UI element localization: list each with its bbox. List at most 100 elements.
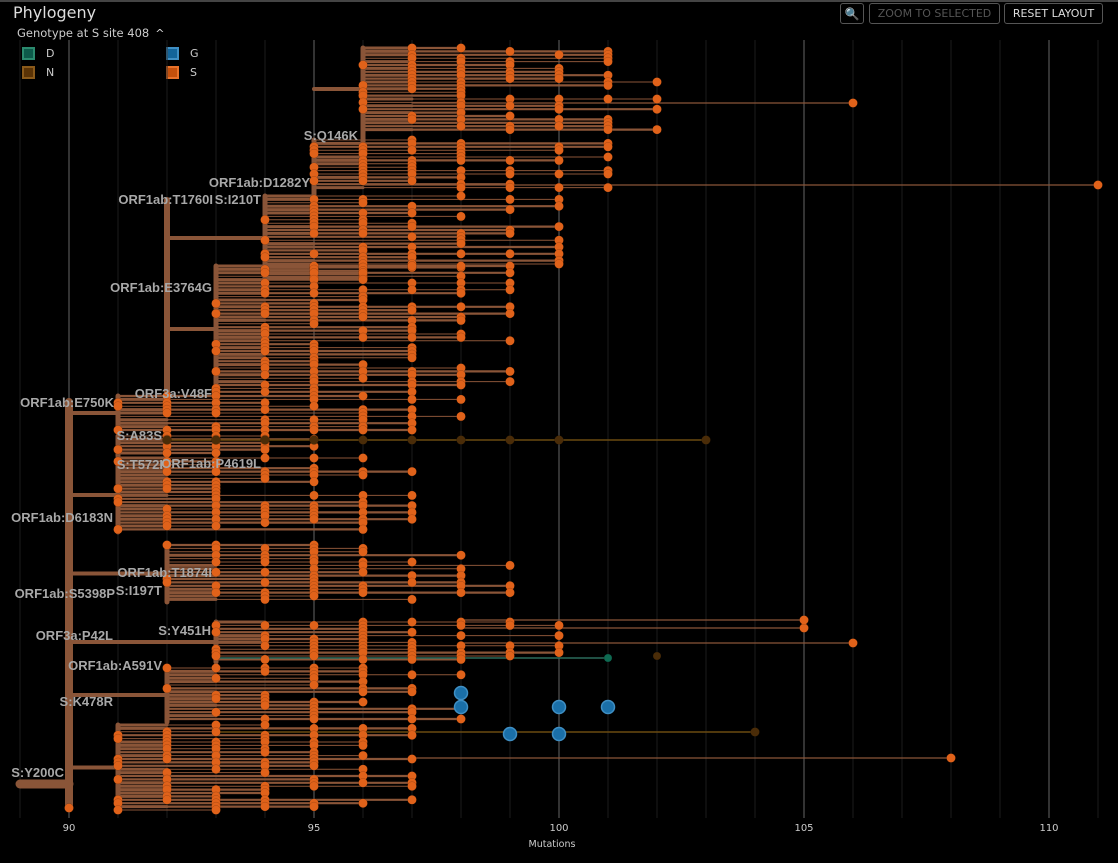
tip-node[interactable]: [309, 435, 319, 445]
tip-node-g[interactable]: [600, 699, 616, 715]
tip-node[interactable]: [358, 750, 368, 761]
tip-node[interactable]: [407, 466, 417, 477]
tip-node[interactable]: [162, 663, 172, 673]
tip-node[interactable]: [456, 155, 466, 166]
tip-node[interactable]: [260, 620, 270, 631]
tip-node[interactable]: [260, 720, 270, 730]
tip-node[interactable]: [407, 84, 417, 94]
tip-node[interactable]: [358, 654, 368, 665]
clade-label[interactable]: S:Y200C: [11, 765, 64, 780]
tip-node[interactable]: [260, 435, 270, 445]
tip-node[interactable]: [554, 620, 564, 631]
clade-label[interactable]: S:A83S: [116, 428, 162, 443]
clade-label[interactable]: S:K478R: [60, 694, 114, 709]
tip-node[interactable]: [407, 754, 417, 764]
tip-node[interactable]: [554, 182, 564, 193]
tip-node[interactable]: [211, 557, 221, 567]
tip-node[interactable]: [260, 517, 270, 528]
tip-node[interactable]: [358, 104, 368, 114]
tip-node[interactable]: [554, 73, 564, 84]
tip-node[interactable]: [848, 98, 858, 108]
tip-node[interactable]: [260, 404, 270, 415]
tip-node[interactable]: [505, 285, 515, 295]
clade-label[interactable]: S:Q146K: [304, 128, 359, 143]
tip-node[interactable]: [358, 176, 368, 186]
tip-node[interactable]: [260, 654, 270, 665]
tip-node[interactable]: [407, 514, 417, 524]
tip-node[interactable]: [211, 308, 221, 319]
tip-node[interactable]: [211, 346, 221, 356]
tip-node[interactable]: [260, 308, 270, 319]
tip-node[interactable]: [554, 630, 564, 641]
tip-node[interactable]: [358, 798, 368, 808]
tip-node[interactable]: [456, 394, 466, 405]
tip-node[interactable]: [162, 408, 172, 418]
tip-node[interactable]: [456, 380, 466, 390]
clade-label[interactable]: S:I210T: [215, 192, 261, 207]
tip-node[interactable]: [554, 647, 564, 658]
tip-node[interactable]: [603, 182, 613, 193]
tip-node[interactable]: [162, 466, 172, 477]
legend-item-n[interactable]: N: [22, 66, 54, 79]
tip-node[interactable]: [554, 155, 564, 166]
tip-node[interactable]: [211, 567, 221, 577]
tip-node[interactable]: [799, 623, 809, 633]
tip-node[interactable]: [554, 169, 564, 179]
tip-node[interactable]: [358, 697, 368, 707]
tip-node[interactable]: [211, 298, 221, 309]
tip-node[interactable]: [113, 524, 123, 535]
tip-node[interactable]: [505, 435, 515, 445]
clade-label[interactable]: ORF3a:V48F: [135, 386, 212, 401]
tip-node-g[interactable]: [453, 685, 469, 701]
tip-node[interactable]: [162, 754, 172, 764]
tip-node[interactable]: [407, 670, 417, 680]
tip-node[interactable]: [407, 221, 417, 232]
tip-node[interactable]: [260, 215, 270, 225]
tip-node[interactable]: [358, 425, 368, 435]
tip-node[interactable]: [309, 490, 319, 501]
tip-node[interactable]: [358, 740, 368, 751]
tip-node[interactable]: [456, 211, 466, 222]
tip-node-g[interactable]: [551, 699, 567, 715]
tree-tips[interactable]: [64, 43, 1103, 815]
tip-node[interactable]: [113, 456, 123, 467]
tip-node[interactable]: [309, 228, 319, 239]
clade-label[interactable]: ORF1ab:P4619L: [161, 456, 261, 471]
tip-node[interactable]: [505, 182, 515, 193]
tip-node[interactable]: [652, 77, 662, 87]
tip-node[interactable]: [162, 521, 172, 531]
tip-node[interactable]: [260, 767, 270, 778]
tip-node[interactable]: [309, 620, 319, 631]
tip-node[interactable]: [456, 411, 466, 422]
tip-node[interactable]: [505, 587, 515, 598]
clade-label[interactable]: ORF3a:P42L: [36, 628, 113, 643]
tip-node[interactable]: [113, 761, 123, 771]
tip-node[interactable]: [309, 401, 319, 411]
tip-node[interactable]: [456, 302, 466, 312]
tip-node[interactable]: [505, 101, 515, 111]
tip-node[interactable]: [260, 268, 270, 278]
tip-node[interactable]: [505, 366, 515, 377]
tip-node[interactable]: [113, 425, 123, 435]
tip-node[interactable]: [211, 693, 221, 704]
tip-node[interactable]: [554, 121, 564, 131]
tip-node[interactable]: [358, 274, 368, 285]
tip-node[interactable]: [260, 252, 270, 262]
legend-item-d[interactable]: D: [22, 47, 54, 60]
tip-node[interactable]: [358, 373, 368, 383]
tip-node[interactable]: [309, 148, 319, 159]
zoom-to-selected-button[interactable]: ZOOM TO SELECTED: [869, 3, 1000, 24]
clade-label[interactable]: ORF1ab:E3764G: [110, 280, 212, 295]
tip-node[interactable]: [211, 651, 221, 661]
tip-node[interactable]: [848, 638, 858, 648]
tip-node[interactable]: [407, 654, 417, 665]
tip-node[interactable]: [358, 687, 368, 697]
tip-node[interactable]: [407, 114, 417, 125]
zoom-out-button[interactable]: 🔍: [840, 3, 864, 24]
tip-node[interactable]: [652, 124, 662, 135]
tip-node[interactable]: [260, 473, 270, 484]
tip-node[interactable]: [162, 435, 172, 445]
tip-node[interactable]: [358, 228, 368, 239]
clade-label[interactable]: ORF1ab:T1874I: [117, 565, 212, 580]
